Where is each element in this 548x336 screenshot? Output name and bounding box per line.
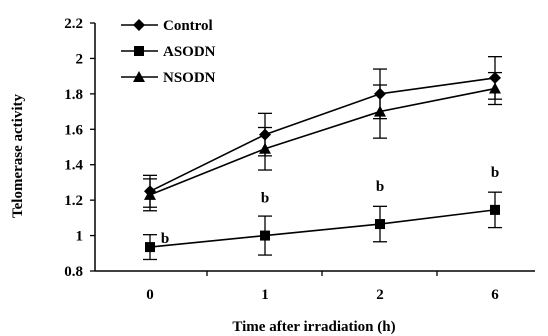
data-point	[375, 219, 385, 229]
data-point	[145, 242, 155, 252]
legend-item-asodn: ASODN	[121, 44, 216, 60]
y-axis-title: Telomerase activity	[10, 94, 26, 218]
data-point	[259, 143, 271, 154]
significance-label: b	[491, 165, 499, 181]
data-point	[489, 83, 501, 94]
legend-item-control: Control	[121, 18, 213, 34]
significance-label: b	[261, 191, 269, 207]
x-axis-title: Time after irradiation (h)	[232, 319, 395, 335]
series-line	[150, 210, 495, 247]
x-tick-label: 6	[491, 287, 499, 303]
significance-label: b	[376, 179, 384, 195]
legend-label: Control	[163, 18, 213, 34]
y-tick-label: 2	[76, 51, 84, 67]
legend-marker	[134, 46, 144, 56]
x-tick-label: 1	[261, 287, 269, 303]
y-tick-label: 0.8	[64, 264, 83, 280]
annotations: b b b b	[161, 165, 499, 247]
legend-label: NSODN	[163, 70, 216, 86]
series-layer	[143, 57, 502, 260]
legend-label: ASODN	[163, 44, 216, 60]
y-tick-label: 1.6	[64, 122, 83, 138]
y-tick-label: 1.2	[64, 193, 83, 209]
legend-item-nsodn: NSODN	[121, 70, 216, 86]
legend-marker	[133, 19, 145, 31]
x-tick-label: 2	[376, 287, 384, 303]
y-ticks: 0.8 1 1.2 1.4 1.6 1.8 2 2.2	[64, 16, 95, 280]
series-nsodn	[143, 73, 502, 211]
y-tick-label: 1.8	[64, 87, 83, 103]
data-point	[490, 205, 500, 215]
y-tick-label: 1	[76, 229, 84, 245]
y-tick-label: 1.4	[64, 158, 83, 174]
series-asodn	[143, 192, 502, 259]
series-line	[150, 89, 495, 195]
significance-label: b	[161, 231, 169, 247]
y-tick-label: 2.2	[64, 16, 83, 32]
x-tick-label: 0	[146, 287, 154, 303]
data-point	[260, 231, 270, 241]
legend: Control ASODN NSODN	[121, 18, 216, 86]
x-ticks: 0 1 2 6	[146, 271, 499, 303]
